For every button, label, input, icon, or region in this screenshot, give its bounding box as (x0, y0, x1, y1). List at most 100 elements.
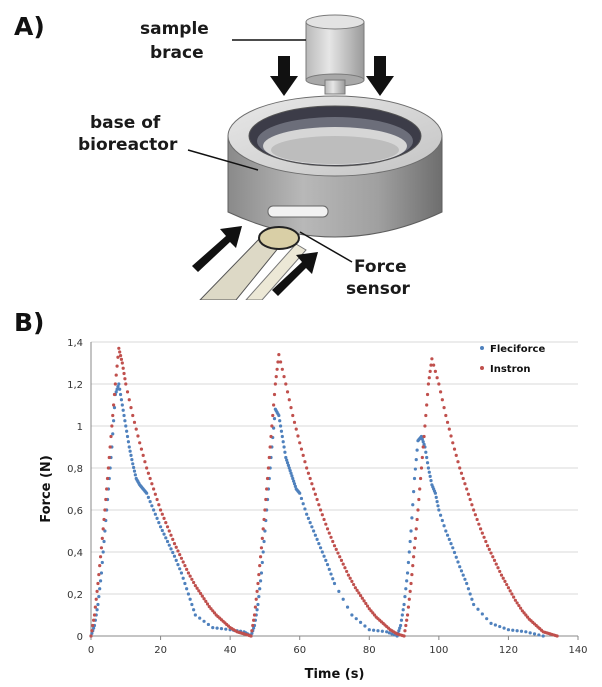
data-point (90, 631, 94, 635)
data-point (271, 413, 275, 418)
data-point (320, 550, 324, 554)
series-fleciforce (89, 382, 545, 638)
data-point (112, 392, 117, 397)
data-point (456, 460, 460, 464)
data-point (250, 631, 254, 635)
data-point (426, 466, 431, 470)
data-point (292, 482, 297, 486)
data-point (449, 542, 453, 546)
data-point (418, 476, 423, 481)
data-point (253, 605, 257, 609)
data-point (134, 427, 138, 431)
data-point (105, 487, 109, 491)
data-point (442, 406, 446, 410)
data-point (167, 529, 171, 533)
data-point (454, 555, 458, 559)
data-point (261, 527, 265, 531)
data-point (117, 382, 121, 386)
data-point (256, 602, 260, 607)
data-point (424, 413, 428, 418)
data-point (186, 592, 190, 596)
data-point (128, 449, 132, 453)
data-point (103, 508, 107, 512)
data-point (513, 598, 517, 602)
data-point (284, 382, 288, 386)
data-point (390, 632, 394, 636)
data-point (266, 466, 271, 470)
data-point (104, 497, 108, 502)
data-point (116, 385, 120, 389)
data-point (331, 539, 335, 544)
data-point (101, 527, 105, 531)
data-point (125, 434, 130, 439)
data-point (197, 589, 201, 593)
data-point (447, 537, 451, 541)
force-sensor-label-line1: Force (354, 257, 407, 277)
data-point (143, 460, 147, 464)
data-point (299, 496, 304, 501)
data-point (313, 533, 317, 537)
data-point (126, 440, 130, 444)
data-point (205, 602, 210, 606)
data-point (118, 387, 122, 391)
data-point (117, 346, 121, 350)
data-point (463, 482, 467, 486)
data-point (124, 382, 128, 386)
base-label-line2: bioreactor (78, 135, 178, 155)
data-point (404, 623, 408, 628)
data-point (411, 503, 415, 507)
chart-legend: Fleciforce Instron (480, 344, 545, 375)
data-point (401, 608, 405, 612)
data-point (92, 626, 96, 630)
chart-axes: 0 0,2 0,4 0,6 0,8 1 1,2 1,4 0 20 40 60 80 100 120 140 (67, 338, 587, 656)
data-point (277, 413, 281, 418)
data-point (272, 403, 276, 407)
data-point (519, 629, 524, 633)
data-point (224, 627, 228, 631)
data-point (99, 571, 104, 575)
data-point (209, 607, 213, 611)
data-point (202, 619, 206, 623)
data-point (185, 567, 189, 571)
data-point (139, 447, 144, 451)
data-point (215, 626, 219, 630)
data-point (131, 413, 135, 418)
data-point (332, 544, 337, 548)
data-point (406, 560, 411, 565)
data-point (433, 369, 437, 373)
data-point (485, 617, 489, 621)
data-point (312, 529, 316, 533)
data-point (305, 512, 309, 516)
data-point (505, 582, 509, 587)
data-point (305, 466, 309, 470)
data-point (403, 629, 407, 633)
data-point (289, 406, 293, 410)
data-point (425, 455, 429, 460)
data-point (160, 528, 164, 533)
legend-marker (480, 366, 484, 370)
data-point (364, 601, 368, 606)
data-point (109, 434, 113, 439)
data-point (94, 597, 98, 601)
data-point (413, 467, 417, 471)
data-point (318, 508, 323, 512)
data-point (113, 382, 117, 386)
y-tick-label: 0,2 (67, 590, 83, 601)
data-point (442, 524, 446, 528)
data-point (468, 592, 472, 596)
data-point (438, 513, 443, 517)
data-point (183, 581, 187, 586)
data-point (95, 589, 99, 593)
data-point (150, 504, 154, 508)
data-point (121, 408, 125, 412)
data-point (249, 634, 253, 638)
base-label-line1: base of (90, 113, 161, 133)
data-point (211, 609, 215, 613)
data-point (458, 466, 462, 470)
force-sensor-leader-line (299, 231, 353, 263)
data-point (287, 398, 291, 402)
data-point (125, 429, 129, 433)
data-point (294, 427, 298, 431)
data-point (353, 586, 357, 590)
data-point (371, 611, 375, 615)
